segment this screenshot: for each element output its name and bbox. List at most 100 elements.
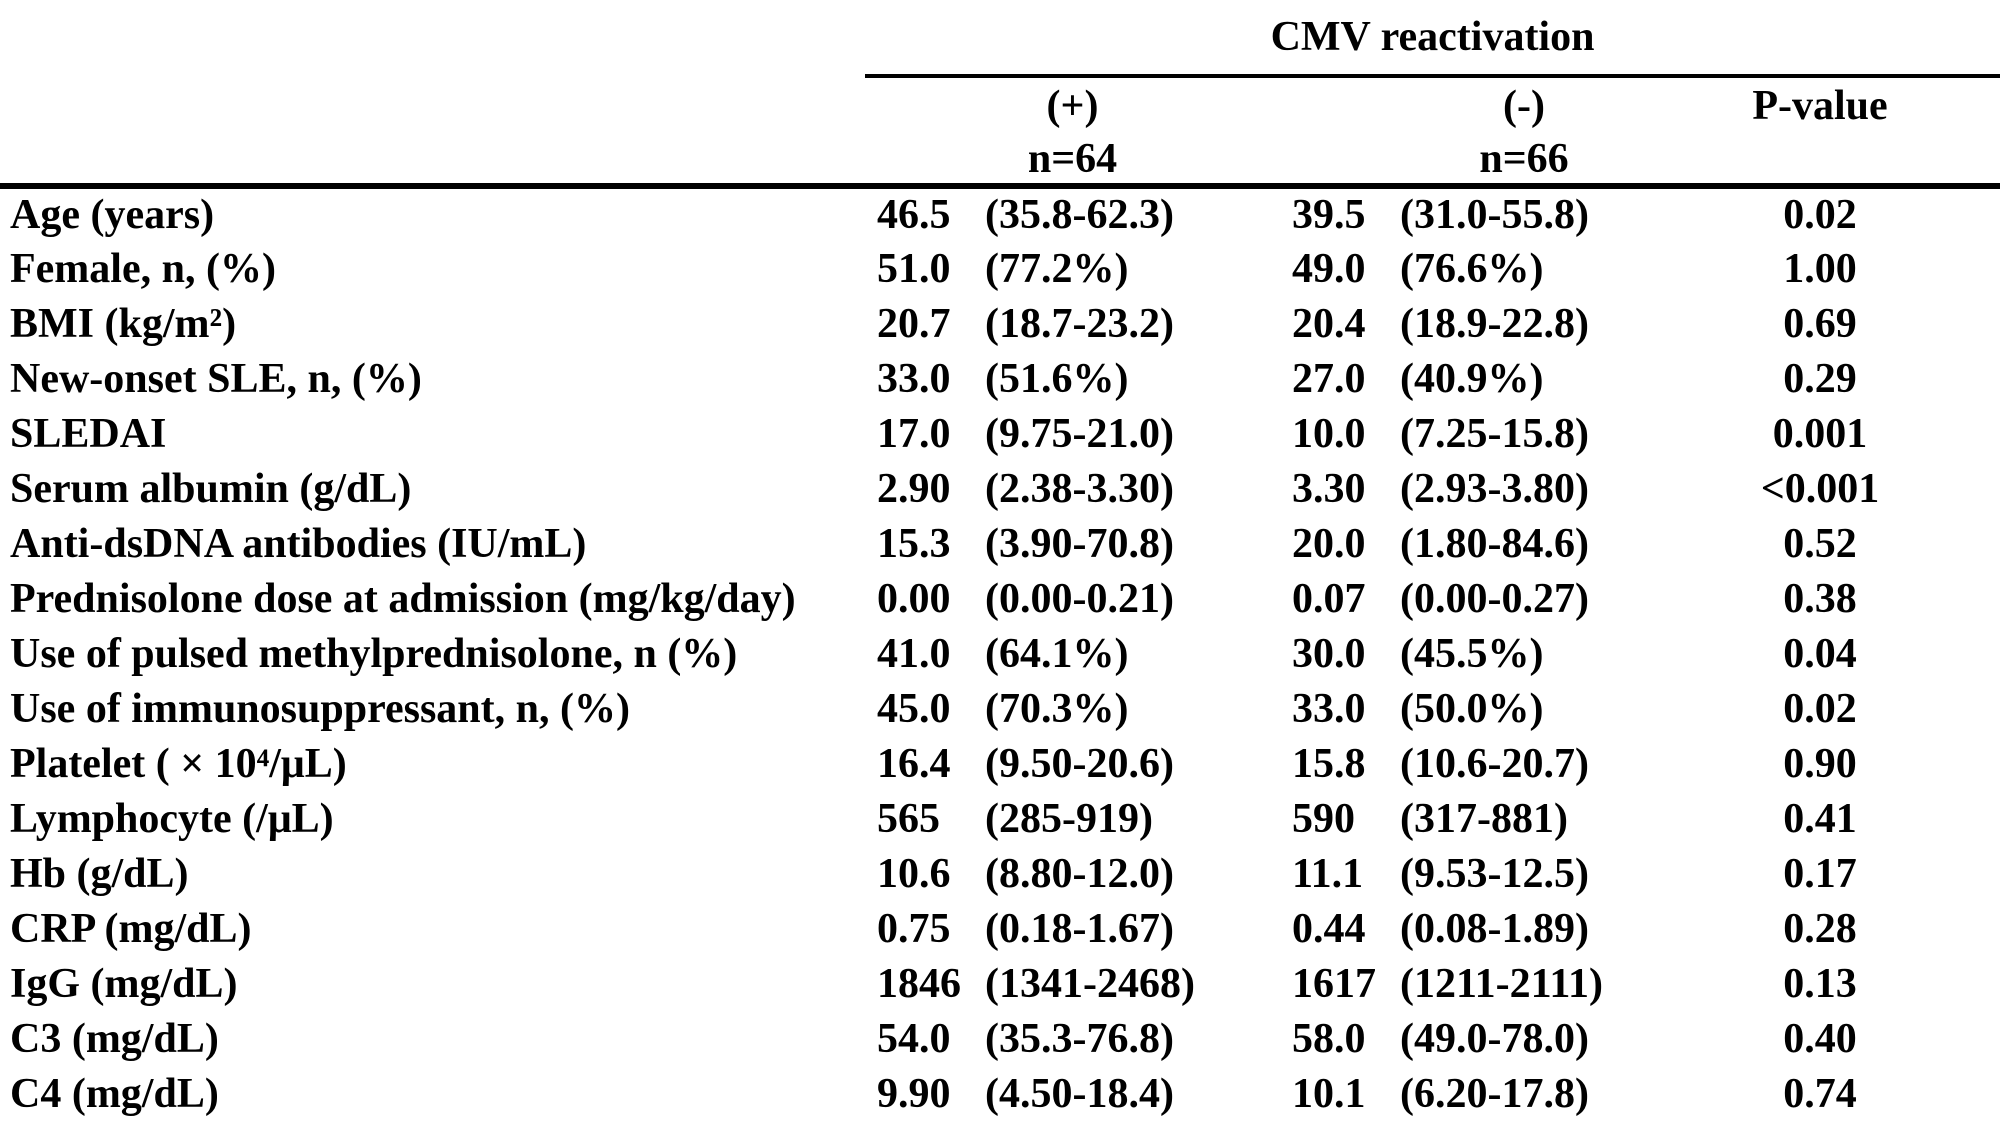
- positive-range: (3.90-70.8): [985, 520, 1174, 567]
- negative-median: 3.30: [1292, 465, 1366, 512]
- n-header-row: n=64 n=66: [0, 134, 2000, 189]
- p-value: 0.17: [1783, 850, 1857, 897]
- negative-median: 10.1: [1292, 1070, 1366, 1117]
- p-value: 0.90: [1783, 740, 1857, 787]
- p-value: 0.74: [1783, 1070, 1857, 1117]
- table-row: C3 (mg/dL) 54.0 (35.3-76.8) 58.0 (49.0-78.0)…: [0, 1011, 2000, 1066]
- positive-median: 51.0: [877, 245, 951, 292]
- table-row: Use of pulsed methylprednisolone, n (%) 4…: [0, 626, 2000, 681]
- positive-range: (18.7-23.2): [985, 300, 1174, 347]
- row-label: Lymphocyte (/μL): [10, 795, 334, 842]
- positive-median: 54.0: [877, 1015, 951, 1062]
- p-value: 0.04: [1783, 630, 1857, 677]
- p-value: 0.38: [1783, 575, 1857, 622]
- table-row: New-onset SLE, n, (%) 33.0 (51.6%) 27.0 (40.…: [0, 351, 2000, 406]
- negative-range: (49.0-78.0): [1400, 1015, 1589, 1062]
- row-label: Female, n, (%): [10, 245, 276, 292]
- table-row: Female, n, (%) 51.0 (77.2%) 49.0 (76.6%) 1.00: [0, 241, 2000, 296]
- positive-median: 565: [877, 795, 940, 842]
- table-row: IgG (mg/dL) 1846 (1341-2468) 1617 (1211-2111…: [0, 956, 2000, 1011]
- p-value: 0.02: [1783, 192, 1857, 238]
- row-label: Anti-dsDNA antibodies (IU/mL): [10, 520, 587, 567]
- p-value: 0.13: [1783, 960, 1857, 1007]
- table-row: Age (years) 46.5 (35.8-62.3) 39.5 (31.0-55.8…: [0, 186, 2000, 241]
- row-label: SLEDAI: [10, 410, 167, 457]
- cmv-positive-n: n=64: [865, 134, 1280, 189]
- positive-median: 1846: [877, 960, 961, 1007]
- positive-median: 41.0: [877, 630, 951, 677]
- negative-median: 15.8: [1292, 740, 1366, 787]
- p-value: 0.001: [1772, 410, 1868, 457]
- row-label: Prednisolone dose at admission (mg/kg/da…: [10, 575, 796, 622]
- spacer-cell: [0, 0, 865, 76]
- table-row: Lymphocyte (/μL) 565 (285-919) 590 (317-881)…: [0, 791, 2000, 846]
- cmv-negative-n: n=66: [1280, 134, 1640, 189]
- row-label: C4 (mg/dL): [10, 1070, 219, 1117]
- table-row: CRP (mg/dL) 0.75 (0.18-1.67) 0.44 (0.08-1.89…: [0, 901, 2000, 956]
- p-value: 0.41: [1783, 795, 1857, 842]
- negative-median: 0.07: [1292, 575, 1366, 622]
- positive-range: (70.3%): [985, 685, 1129, 732]
- cmv-reactivation-header: CMV reactivation: [865, 0, 2000, 78]
- negative-range: (1.80-84.6): [1400, 520, 1589, 567]
- positive-range: (2.38-3.30): [985, 465, 1174, 512]
- pvalue-header: P-value: [1752, 83, 1888, 129]
- spacer-cell: [0, 76, 865, 134]
- negative-median: 10.0: [1292, 410, 1366, 457]
- p-value: 0.52: [1783, 520, 1857, 567]
- table-row: C4 (mg/dL) 9.90 (4.50-18.4) 10.1 (6.20-17.8)…: [0, 1066, 2000, 1121]
- negative-range: (1211-2111): [1400, 960, 1604, 1007]
- positive-range: (35.3-76.8): [985, 1015, 1174, 1062]
- p-value: 0.29: [1783, 355, 1857, 402]
- positive-median: 2.90: [877, 465, 951, 512]
- negative-range: (0.00-0.27): [1400, 575, 1589, 622]
- positive-median: 16.4: [877, 740, 951, 787]
- positive-median: 20.7: [877, 300, 951, 347]
- negative-median: 33.0: [1292, 685, 1366, 732]
- positive-range: (9.75-21.0): [985, 410, 1174, 457]
- positive-range: (77.2%): [985, 245, 1129, 292]
- row-label: C3 (mg/dL): [10, 1015, 219, 1062]
- table-row: Prednisolone dose at admission (mg/kg/da…: [0, 571, 2000, 626]
- positive-median: 46.5: [877, 192, 951, 238]
- p-value: 0.40: [1783, 1015, 1857, 1062]
- positive-median: 0.75: [877, 905, 951, 952]
- positive-range: (64.1%): [985, 630, 1129, 677]
- positive-median: 9.90: [877, 1070, 951, 1117]
- spacer-cell: [1640, 134, 2000, 189]
- positive-range: (9.50-20.6): [985, 740, 1174, 787]
- negative-median: 11.1: [1292, 850, 1364, 897]
- table-row: SLEDAI 17.0 (9.75-21.0) 10.0 (7.25-15.8) 0.00…: [0, 406, 2000, 461]
- negative-median: 20.4: [1292, 300, 1366, 347]
- p-value: 0.28: [1783, 905, 1857, 952]
- group-header-row: CMV reactivation: [0, 0, 2000, 78]
- negative-range: (31.0-55.8): [1400, 192, 1589, 238]
- table-row: BMI (kg/m²) 20.7 (18.7-23.2) 20.4 (18.9-22.8…: [0, 296, 2000, 351]
- p-value: 0.69: [1783, 300, 1857, 347]
- p-value: 0.02: [1783, 685, 1857, 732]
- negative-median: 30.0: [1292, 630, 1366, 677]
- table-row: Hb (g/dL) 10.6 (8.80-12.0) 11.1 (9.53-12.5) 0…: [0, 846, 2000, 901]
- p-value: 1.00: [1783, 245, 1857, 292]
- row-label: IgG (mg/dL): [10, 960, 238, 1007]
- cmv-positive-header: (+): [1046, 83, 1099, 129]
- row-label: Platelet ( × 10⁴/μL): [10, 740, 347, 787]
- negative-median: 49.0: [1292, 245, 1366, 292]
- negative-range: (9.53-12.5): [1400, 850, 1589, 897]
- row-label: CRP (mg/dL): [10, 905, 252, 952]
- positive-range: (51.6%): [985, 355, 1129, 402]
- negative-median: 20.0: [1292, 520, 1366, 567]
- spacer-cell: [0, 134, 865, 189]
- negative-range: (10.6-20.7): [1400, 740, 1589, 787]
- negative-median: 39.5: [1292, 192, 1366, 238]
- positive-median: 45.0: [877, 685, 951, 732]
- negative-range: (40.9%): [1400, 355, 1544, 402]
- positive-median: 10.6: [877, 850, 951, 897]
- row-label: BMI (kg/m²): [10, 300, 237, 347]
- negative-range: (18.9-22.8): [1400, 300, 1589, 347]
- positive-median: 33.0: [877, 355, 951, 402]
- table-body: Age (years) 46.5 (35.8-62.3) 39.5 (31.0-55.8…: [0, 186, 2000, 1121]
- negative-median: 27.0: [1292, 355, 1366, 402]
- table-header: CMV reactivation (+) (-) P-value n=64 n=…: [0, 0, 2000, 189]
